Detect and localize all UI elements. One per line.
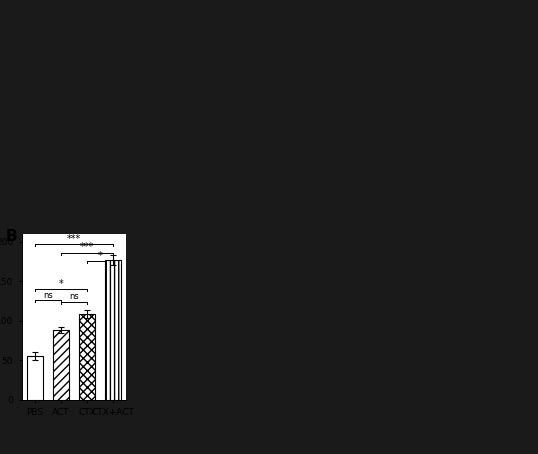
Text: *: *	[98, 251, 103, 261]
Bar	[79, 314, 95, 400]
Text: *: *	[59, 279, 63, 289]
Text: ns: ns	[69, 292, 79, 301]
Text: ns: ns	[43, 291, 53, 300]
Text: B: B	[5, 229, 17, 244]
Bar	[53, 330, 69, 400]
Text: ***: ***	[67, 234, 81, 244]
Text: ***: ***	[80, 242, 94, 252]
Bar	[105, 260, 121, 400]
Bar	[27, 356, 43, 400]
